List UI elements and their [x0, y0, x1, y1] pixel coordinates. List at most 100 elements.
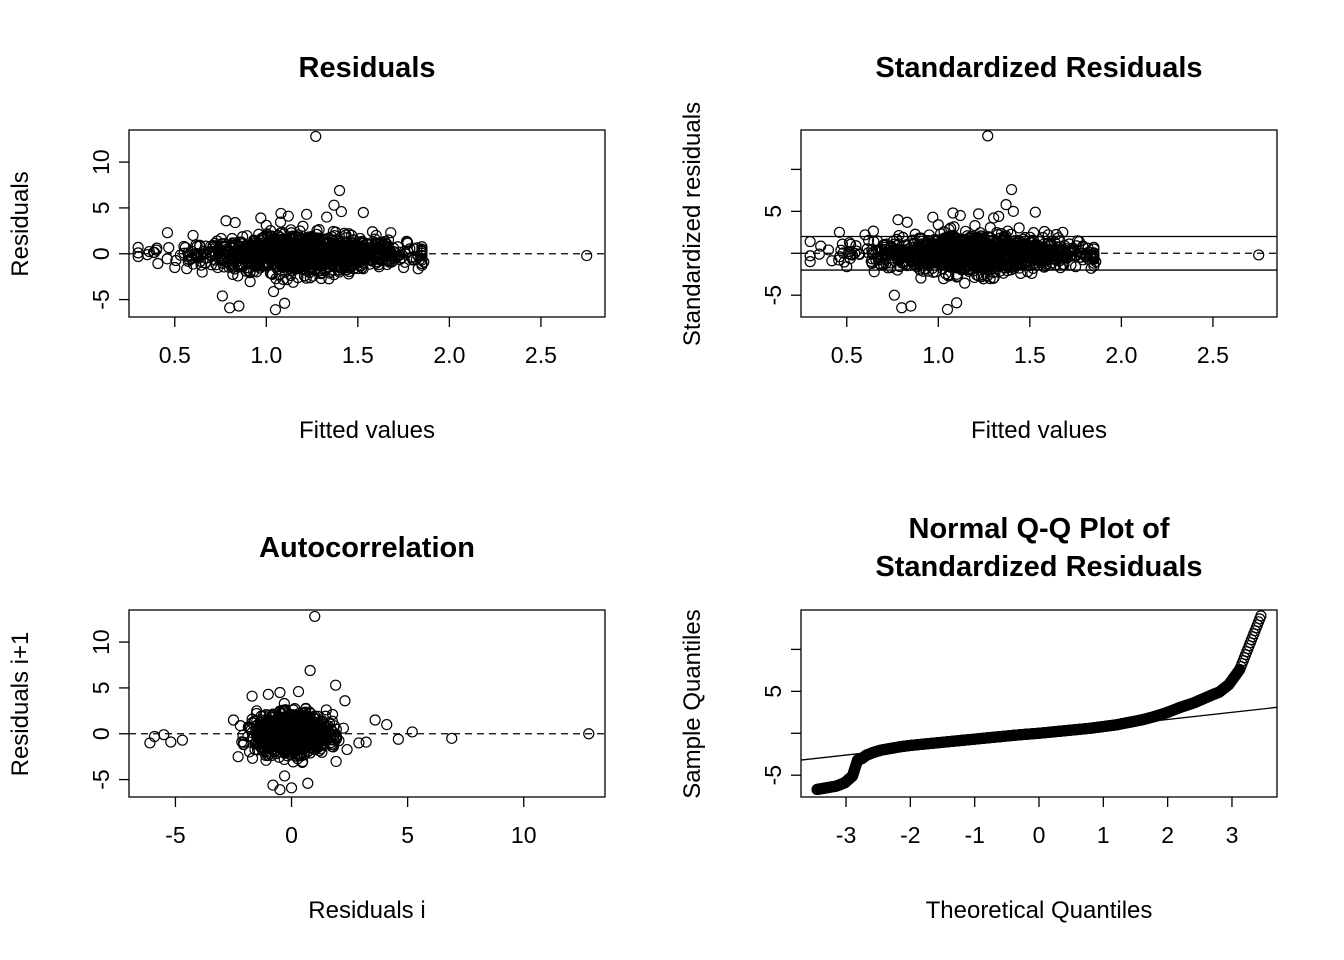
data-point [267, 779, 279, 791]
x-tick-label: 10 [511, 822, 537, 848]
data-point [282, 210, 294, 222]
lag-point [341, 743, 353, 756]
data-point [930, 737, 942, 749]
residual-point [952, 270, 964, 282]
data-point [227, 714, 240, 726]
data-point [132, 250, 144, 263]
data-point [1234, 663, 1246, 676]
data-point [804, 250, 816, 262]
x-tick-label: 2 [1161, 822, 1174, 848]
residual-point [915, 272, 927, 284]
residual-point [313, 259, 325, 271]
data-point [262, 688, 274, 700]
x-tick-label: 2.0 [1105, 342, 1137, 368]
data-point [418, 256, 430, 268]
lag-point [294, 721, 306, 733]
residual-point [394, 246, 406, 258]
y-tick-label: 5 [760, 685, 786, 698]
data-point [260, 219, 272, 231]
data-point [269, 304, 282, 316]
data-point [251, 705, 263, 717]
lag-point [328, 734, 340, 746]
data-point [822, 244, 835, 256]
data-point [1174, 701, 1187, 713]
residual-point [879, 246, 891, 259]
data-point [1020, 728, 1032, 740]
residual-point [323, 273, 335, 285]
x-tick-label: -1 [964, 822, 984, 848]
x-tick-label: 3 [1226, 822, 1239, 848]
data-point [410, 253, 423, 265]
y-tick-label: -5 [88, 769, 114, 789]
data-point [401, 236, 413, 248]
data-point [839, 777, 851, 789]
residual-point [989, 252, 1002, 264]
data-point [1005, 183, 1018, 196]
residual-point [265, 244, 277, 256]
residual-point [307, 234, 320, 246]
residual-point [143, 245, 155, 258]
lag-point [250, 724, 262, 736]
data-point [279, 297, 291, 309]
lag-point [295, 739, 307, 751]
data-point [299, 270, 311, 282]
data-point [178, 240, 190, 253]
data-point [161, 227, 174, 239]
residual-point [928, 245, 940, 257]
data-point [1038, 225, 1051, 238]
residual-point [333, 237, 345, 249]
residual-point [853, 248, 865, 260]
residual-point [1007, 256, 1019, 268]
data-point [905, 300, 917, 312]
residual-point [992, 228, 1004, 241]
residual-point [1034, 251, 1046, 263]
residual-point [922, 238, 934, 250]
residual-point [901, 249, 913, 261]
x-tick-label: 0 [1033, 822, 1046, 848]
data-point [357, 206, 369, 219]
residual-point [304, 272, 316, 284]
residual-point [964, 246, 976, 258]
plot-frame [128, 129, 606, 318]
lag-point [298, 707, 310, 719]
data-point [366, 226, 379, 238]
residual-point [285, 269, 297, 282]
residual-point [416, 254, 428, 266]
data-point [1207, 689, 1219, 701]
data-point [406, 726, 418, 738]
residual-point [411, 242, 423, 254]
residual-point [322, 236, 334, 248]
data-point [176, 734, 189, 746]
residual-point [974, 237, 986, 249]
panel-title: Autocorrelation [259, 532, 475, 564]
residual-point [885, 248, 897, 260]
data-point [993, 210, 1005, 222]
data-point [951, 297, 963, 309]
x-tick-label: -5 [165, 822, 185, 848]
residual-point [891, 264, 904, 276]
residual-point [416, 241, 428, 253]
panel-title: Standardized Residuals [875, 52, 1202, 84]
data-point [242, 264, 254, 276]
residual-point [227, 268, 239, 281]
data-point [446, 732, 458, 744]
x-tick-label: 0 [285, 822, 298, 848]
lag-point [306, 738, 318, 750]
residual-point [416, 249, 428, 262]
x-axis-label: Fitted values [971, 417, 1107, 444]
x-tick-label: 2.5 [525, 342, 557, 368]
data-point [150, 244, 163, 256]
data-point [1033, 727, 1045, 739]
residual-point [966, 247, 978, 259]
x-axis-label: Fitted values [299, 417, 435, 444]
residual-point [995, 255, 1007, 267]
data-marks [801, 610, 1277, 796]
residual-point [229, 252, 242, 264]
data-point [956, 734, 968, 746]
residual-point [891, 245, 903, 257]
x-tick-label: 1.5 [342, 342, 374, 368]
data-point [141, 249, 153, 261]
x-tick-label: 2.0 [433, 342, 465, 368]
residual-point [1050, 228, 1062, 241]
